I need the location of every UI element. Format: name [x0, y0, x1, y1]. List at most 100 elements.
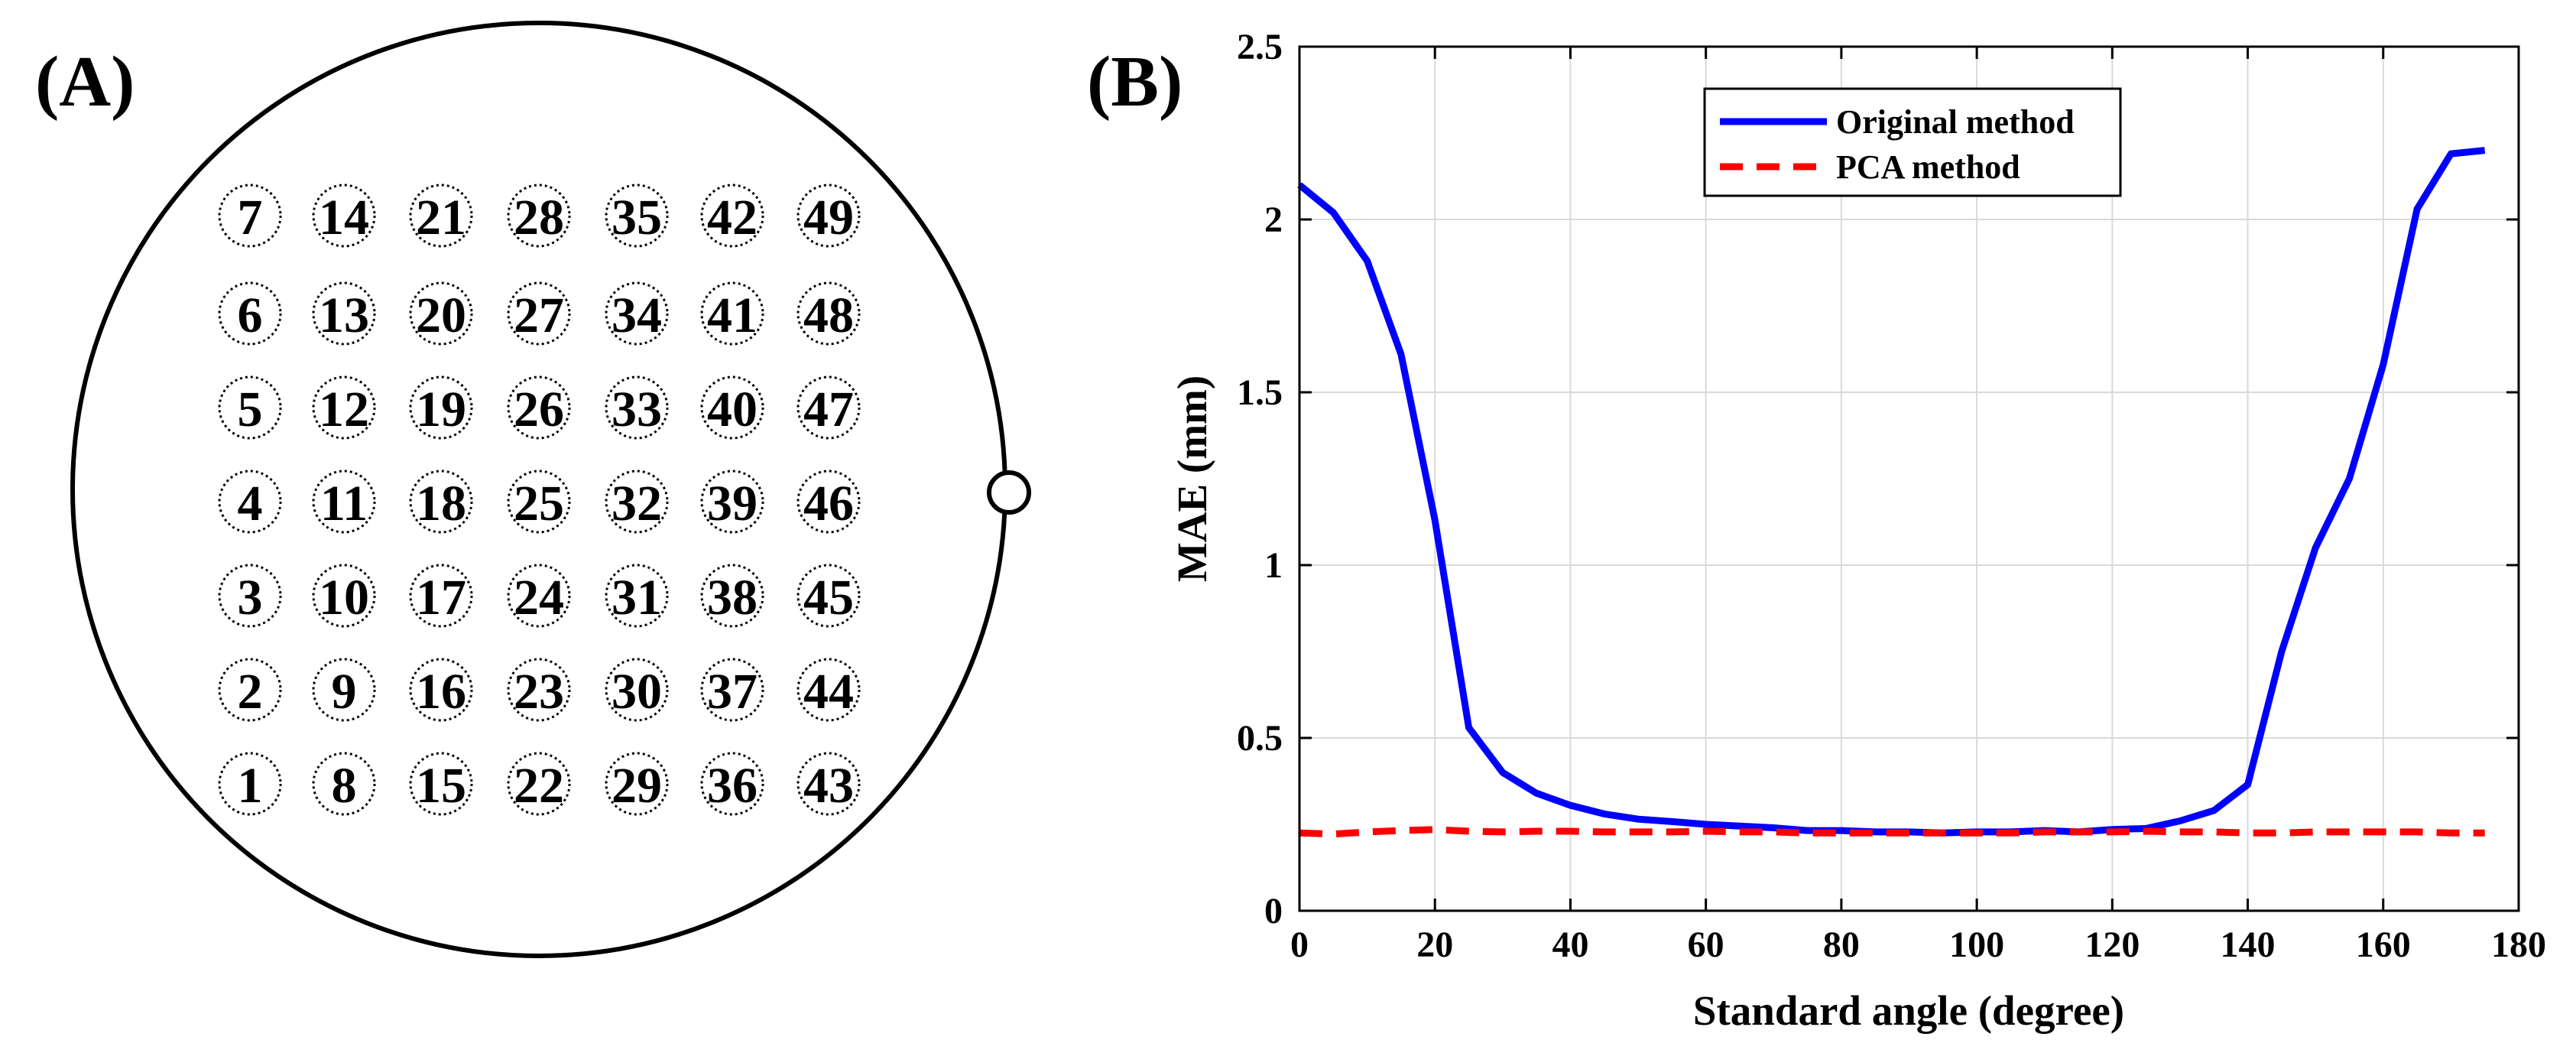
electrode-circle — [409, 470, 473, 534]
electrode-circle — [312, 658, 376, 722]
electrode-circle — [605, 658, 669, 722]
electrode-number: 34 — [612, 288, 662, 343]
electrode-number: 25 — [514, 476, 564, 531]
plot-series — [1297, 147, 2486, 838]
electrode-number: 14 — [319, 190, 369, 245]
y-tick-label: 2 — [1264, 200, 1283, 240]
x-tick-label: 20 — [1416, 925, 1453, 965]
electrode-number: 5 — [238, 382, 263, 437]
electrode-circle — [218, 658, 282, 722]
electrode-circle — [409, 658, 473, 722]
electrode-number: 43 — [803, 758, 854, 814]
electrode-number: 3 — [238, 570, 263, 626]
electrode-circle — [218, 564, 282, 628]
electrode-circle — [796, 752, 861, 816]
electrode-circle — [507, 281, 571, 346]
electrode-number: 33 — [612, 382, 662, 437]
y-tick-label: 0 — [1264, 891, 1283, 931]
electrode-number: 13 — [319, 288, 369, 343]
electrode-number: 23 — [514, 664, 564, 720]
electrode-circle — [796, 658, 861, 722]
legend-label-pca-method: PCA method — [1836, 148, 2020, 186]
electrode-number: 26 — [514, 382, 564, 437]
electrode-number: 17 — [416, 570, 466, 626]
electrode-circle — [409, 752, 473, 816]
reference-notch — [987, 470, 1031, 515]
electrode-circle — [507, 375, 571, 440]
electrode-number: 22 — [514, 758, 564, 814]
electrode-number: 7 — [238, 190, 263, 245]
electrode-number: 44 — [803, 664, 854, 720]
electrode-number: 38 — [707, 570, 758, 626]
electrode-number: 24 — [514, 570, 564, 626]
electrode-circle — [312, 281, 376, 346]
electrode-number: 35 — [612, 190, 662, 245]
electrode-number: 31 — [612, 570, 662, 626]
x-tick-label: 40 — [1552, 925, 1588, 965]
electrode-circle — [312, 375, 376, 440]
series-line-pca-method — [1299, 826, 2485, 838]
electrode-number: 18 — [416, 476, 466, 531]
electrode-circle — [700, 658, 764, 722]
electrode-number: 21 — [416, 190, 466, 245]
electrode-circle — [700, 564, 764, 628]
electrode-number: 29 — [612, 758, 662, 814]
electrode-number: 49 — [803, 190, 854, 245]
electrode-number: 30 — [612, 664, 662, 720]
x-tick-label: 120 — [2084, 925, 2140, 965]
y-tick-label: 1.5 — [1237, 372, 1283, 413]
x-axis-label: Standard angle (degree) — [1693, 987, 2124, 1034]
axis-ticks: 0 20 40 60 80 100 120 140 160 180 0 0.5 1 1.5 2 2.5 — [1237, 27, 2546, 965]
x-tick-label: 140 — [2221, 925, 2276, 965]
electrode-circle — [605, 281, 669, 346]
electrode-circle — [605, 375, 669, 440]
electrode-number: 9 — [332, 664, 357, 720]
series-line-original-method — [1297, 147, 2486, 837]
electrode-circle — [796, 564, 861, 628]
electrode-circle — [312, 752, 376, 816]
electrode-number: 47 — [803, 382, 854, 437]
electrode-circle — [700, 281, 764, 346]
electrode-circle — [507, 184, 571, 248]
electrode-circle — [409, 184, 473, 248]
electrode-circle — [605, 564, 669, 628]
legend-box — [1703, 87, 2122, 197]
electrode-circle — [796, 281, 861, 346]
y-axis-label: MAE (mm) — [1169, 375, 1215, 582]
electrode-circle — [218, 281, 282, 346]
electrode-number: 19 — [416, 382, 466, 437]
x-tick-label: 180 — [2491, 925, 2546, 965]
electrode-number: 2 — [238, 664, 263, 720]
electrode-number: 27 — [514, 288, 564, 343]
electrode-circle — [218, 470, 282, 534]
electrode-circle — [700, 470, 764, 534]
electrode-number: 16 — [416, 664, 466, 720]
electrode-number: 28 — [514, 190, 564, 245]
electrode-number: 48 — [803, 288, 854, 343]
electrode-circle — [796, 470, 861, 534]
electrode-number: 45 — [803, 570, 854, 626]
electrode-number: 46 — [803, 476, 854, 531]
electrode-number: 42 — [707, 190, 758, 245]
electrode-number: 37 — [707, 664, 758, 720]
electrode-circle — [409, 564, 473, 628]
x-tick-label: 80 — [1823, 925, 1860, 965]
electrode-circle — [507, 564, 571, 628]
x-tick-label: 100 — [1949, 925, 2004, 965]
electrode-number: 10 — [319, 570, 369, 626]
electrode-circle — [409, 375, 473, 440]
electrode-number: 40 — [707, 382, 758, 437]
electrode-number: 36 — [707, 758, 758, 814]
y-tick-label: 1 — [1264, 545, 1283, 586]
electrode-circle — [796, 184, 861, 248]
electrode-circle — [700, 752, 764, 816]
y-tick-label: 0.5 — [1237, 718, 1283, 759]
electrode-circle — [605, 470, 669, 534]
panel-b: (B) 0 20 40 60 80 100 120 140 160 180 0 0.5 1 1.5 2 2.5… — [1087, 27, 2546, 1034]
panel-b-label: (B) — [1087, 42, 1183, 122]
legend-label-original-method: Original method — [1836, 103, 2075, 141]
electrode-number: 39 — [707, 476, 758, 531]
panel-a-label: (A) — [35, 42, 135, 122]
electrode-number: 11 — [320, 476, 368, 531]
